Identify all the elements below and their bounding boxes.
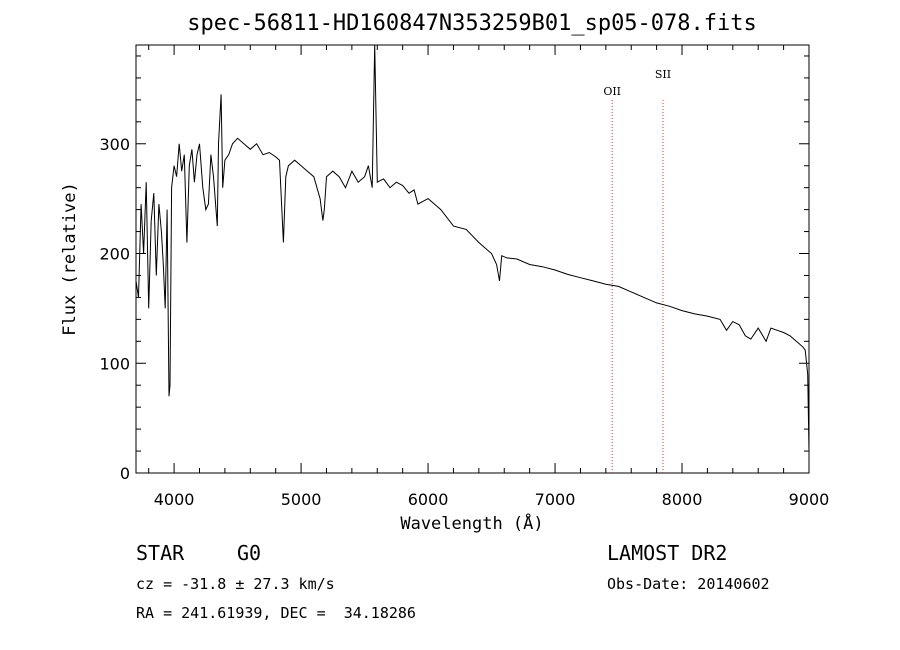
x-tick-label: 9000 bbox=[789, 490, 830, 509]
x-tick-label: 4000 bbox=[154, 490, 195, 509]
y-tick-label: 300 bbox=[99, 135, 130, 154]
marker-label-oii: OII bbox=[603, 85, 621, 98]
axis-ticks bbox=[136, 45, 810, 474]
x-axis-label: Wavelength (Å) bbox=[400, 512, 543, 534]
spectrum-line bbox=[135, 44, 810, 452]
marker-label-sii: SII bbox=[655, 68, 671, 81]
plot-frame bbox=[135, 44, 810, 474]
emission-line-markers: OII SII bbox=[603, 68, 671, 473]
y-axis-label: Flux (relative) bbox=[60, 182, 80, 336]
coordinates: RA = 241.61939, DEC = 34.18286 bbox=[136, 604, 416, 622]
chart-title: spec-56811-HD160847N353259B01_sp05-078.f… bbox=[187, 11, 757, 36]
x-tick-label: 8000 bbox=[662, 490, 703, 509]
redshift-velocity: cz = -31.8 ± 27.3 km/s bbox=[136, 575, 335, 593]
y-tick-label: 100 bbox=[99, 354, 130, 373]
y-tick-label: 200 bbox=[99, 245, 130, 264]
x-tick-label: 6000 bbox=[408, 490, 449, 509]
x-tick-label: 5000 bbox=[281, 490, 322, 509]
observation-date: Obs-Date: 20140602 bbox=[607, 575, 770, 593]
axis-tick-labels: 4000 5000 6000 7000 8000 9000 0 100 200 300 bbox=[99, 135, 829, 509]
y-tick-label: 0 bbox=[120, 464, 130, 483]
x-tick-label: 7000 bbox=[535, 490, 576, 509]
survey-name: LAMOST DR2 bbox=[607, 541, 728, 565]
subclass: G0 bbox=[237, 541, 262, 565]
object-class: STAR bbox=[136, 541, 185, 565]
